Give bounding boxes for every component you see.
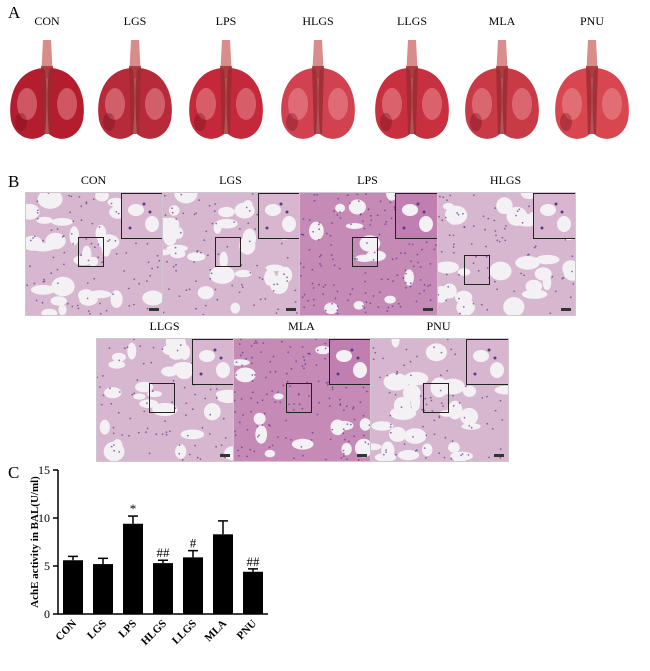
zoom-inset [329, 339, 371, 385]
lung-photo [189, 40, 263, 139]
panel-b-label: MLA [288, 319, 315, 333]
significance-marker: ## [247, 554, 261, 569]
histology-image [25, 192, 164, 316]
zoom-region-box [423, 383, 449, 413]
panel-a-label: MLA [488, 14, 516, 28]
panel-a-label: LGS [123, 14, 147, 28]
zoom-region-box [149, 383, 175, 413]
x-tick-label: HLGS [139, 618, 169, 648]
histology-image [437, 192, 576, 316]
y-tick-label: 5 [44, 559, 50, 573]
bar [243, 571, 263, 614]
zoom-inset [121, 193, 163, 239]
scale-bar [286, 308, 296, 311]
panel-b-letter: B [8, 172, 20, 191]
zoom-inset [533, 193, 575, 239]
zoom-inset [192, 339, 234, 385]
lung-photo [375, 40, 449, 139]
zoom-region-box [464, 255, 490, 285]
x-tick-label: LLGS [170, 618, 199, 647]
panel-a-label: LPS [215, 14, 237, 28]
scale-bar [357, 454, 367, 457]
scale-bar [149, 308, 159, 311]
panel-c-letter: C [8, 463, 20, 482]
significance-marker: ## [157, 545, 171, 560]
panel-b-label: PNU [426, 319, 451, 333]
zoom-region-box [352, 237, 378, 267]
significance-marker: * [130, 501, 137, 516]
panel-a-letter: A [8, 3, 21, 22]
scale-bar [494, 454, 504, 457]
x-tick-label: MLA [202, 618, 229, 645]
histology-image [233, 338, 372, 462]
y-tick-label: 15 [38, 463, 50, 477]
x-tick-label: LPS [116, 618, 139, 641]
bar [93, 564, 113, 614]
panel-b-label: CON [80, 173, 107, 187]
bar [153, 563, 173, 614]
x-tick-label: LGS [85, 618, 109, 642]
panel-b-label: HLGS [489, 173, 522, 187]
panel-b-label: LGS [219, 173, 242, 187]
y-tick-label: 10 [38, 511, 50, 525]
scale-bar [220, 454, 230, 457]
zoom-region-box [286, 383, 312, 413]
histology-image [162, 192, 301, 316]
zoom-region-box [215, 237, 241, 267]
scale-bar [561, 308, 571, 311]
significance-marker: # [190, 536, 197, 551]
panel-a-label: PNU [579, 14, 604, 28]
zoom-inset [466, 339, 508, 385]
lung-photo [98, 40, 172, 139]
lung-photo [281, 40, 355, 139]
x-tick-label: PNU [235, 618, 260, 643]
lung-photo [10, 40, 84, 139]
y-tick-label: 0 [44, 607, 50, 621]
panel-b-label: LPS [357, 173, 378, 187]
bar [123, 523, 143, 614]
histology-image [370, 338, 509, 462]
histology-image [299, 192, 438, 316]
zoom-inset [258, 193, 300, 239]
zoom-inset [395, 193, 437, 239]
panel-b-label: LLGS [149, 319, 180, 333]
x-tick-label: CON [53, 618, 79, 644]
lung-photo [465, 40, 539, 139]
bar [63, 560, 83, 614]
panel-a-label: CON [34, 14, 60, 28]
y-axis-label: AchE activity in BAL(U/ml) [29, 476, 41, 608]
panel-a-label: LLGS [397, 14, 427, 28]
panel-a-label: HLGS [302, 14, 334, 28]
lung-photo [555, 40, 629, 139]
bar [183, 557, 203, 614]
bar [213, 534, 233, 614]
zoom-region-box [78, 237, 104, 267]
scale-bar [423, 308, 433, 311]
histology-image [96, 338, 235, 462]
